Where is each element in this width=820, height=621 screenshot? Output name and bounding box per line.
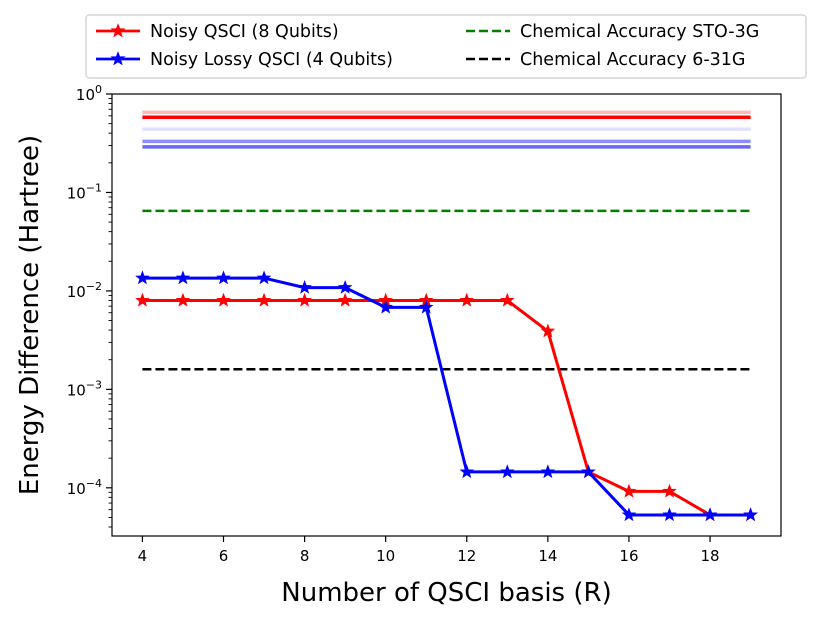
legend-entry: Chemical Accuracy 6-31G: [466, 50, 746, 70]
x-tick-label: 8: [300, 547, 310, 565]
legend-label: Chemical Accuracy 6-31G: [520, 50, 746, 70]
data-point: [500, 292, 515, 307]
x-axis-title: Number of QSCI basis (R): [281, 578, 611, 608]
data-point: [297, 292, 312, 307]
legend-entry: Chemical Accuracy STO-3G: [466, 22, 759, 42]
data-point: [418, 299, 434, 314]
x-tick-label: 4: [138, 547, 148, 565]
data-point: [256, 292, 272, 307]
data-point: [378, 299, 393, 314]
legend-frame: [85, 14, 807, 79]
data-point: [135, 270, 150, 285]
legend-label: Noisy Lossy QSCI (4 Qubits): [150, 50, 393, 70]
x-tick-label: 12: [457, 547, 476, 565]
data-point: [662, 483, 677, 498]
data-point: [540, 464, 556, 479]
y-axis-title: Energy Difference (Hartree): [15, 135, 45, 495]
legend-entry: Noisy QSCI (8 Qubits): [96, 22, 339, 42]
x-tick-label: 16: [619, 547, 638, 565]
data-point: [621, 507, 637, 522]
plot-frame: [111, 93, 782, 537]
data-point: [337, 292, 353, 307]
legend-marker: [110, 51, 126, 66]
data-point: [621, 483, 637, 498]
y-tick-label: 10−4: [67, 477, 102, 498]
legend-marker: [110, 23, 126, 38]
y-tick-label: 10−1: [67, 181, 102, 202]
x-tick-label: 10: [376, 547, 395, 565]
data-point: [662, 507, 677, 522]
legend: Noisy QSCI (8 Qubits) Noisy Lossy QSCI (4…: [85, 14, 807, 79]
data-point: [540, 323, 556, 338]
data-point: [459, 464, 475, 479]
legend-label: Noisy QSCI (8 Qubits): [150, 22, 339, 42]
plot-area: 4 6 8 10 12 14 16 18 10−4 10−3 10−2 10−1 100: [67, 83, 782, 565]
data-point: [581, 464, 596, 479]
series: [135, 292, 758, 522]
data-point: [500, 464, 515, 479]
y-tick-label: 10−2: [67, 280, 102, 301]
data-point: [216, 270, 231, 285]
y-tick-label: 100: [76, 83, 102, 104]
x-tick-label: 14: [538, 547, 557, 565]
data-point: [175, 292, 191, 307]
data-point: [743, 507, 758, 522]
series-line: [142, 276, 751, 517]
data-point: [702, 507, 718, 522]
series-line: [142, 298, 751, 517]
x-tick-label: 6: [219, 547, 229, 565]
y-tick-label: 10−3: [67, 378, 102, 399]
data-point: [337, 279, 353, 294]
data-point: [135, 292, 150, 307]
x-tick-label: 18: [700, 547, 719, 565]
data-point: [216, 292, 231, 307]
legend-label: Chemical Accuracy STO-3G: [520, 22, 759, 42]
series: [135, 270, 758, 522]
data-point: [175, 270, 191, 285]
legend-entry: Noisy Lossy QSCI (4 Qubits): [96, 50, 393, 70]
data-point: [459, 292, 475, 307]
data-point: [256, 270, 272, 285]
data-point: [297, 279, 312, 294]
